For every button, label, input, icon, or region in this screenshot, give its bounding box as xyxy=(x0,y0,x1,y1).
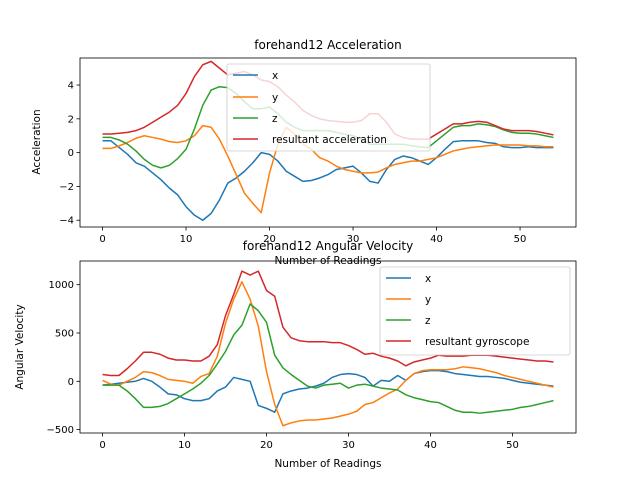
angular-velocity-legend: x y z resultant gyroscope xyxy=(379,266,571,356)
acceleration-legend-resultant-label: resultant acceleration xyxy=(272,134,387,146)
angular-velocity-x-axis-label: Number of Readings xyxy=(274,458,381,470)
acceleration-axis-ticks: 0 10 20 30 40 50 −4 −2 0 2 4 xyxy=(59,81,526,245)
angular-velocity-y-tick-label: 0 xyxy=(68,377,74,388)
angular-velocity-plot-frame xyxy=(79,260,577,434)
angular-velocity-x-tick-label: 30 xyxy=(342,440,355,451)
angular-velocity-x-tick-label: 50 xyxy=(506,440,519,451)
acceleration-x-tick-label: 0 xyxy=(99,234,105,245)
angular-velocity-x-tick-label: 0 xyxy=(99,440,105,451)
acceleration-y-tick-label: −4 xyxy=(59,216,74,227)
acceleration-plot-frame xyxy=(79,57,577,228)
acceleration-series-y-line xyxy=(102,124,554,214)
angular-velocity-y-tick-label: −500 xyxy=(47,425,74,436)
angular-velocity-axis-ticks: 0 10 20 30 40 50 −500 0 500 1000 xyxy=(47,280,519,451)
angular-velocity-legend-x-label: x xyxy=(425,273,431,285)
acceleration-x-tick-label: 30 xyxy=(347,234,360,245)
acceleration-x-tick-label: 10 xyxy=(180,234,193,245)
angular-velocity-legend-y-label: y xyxy=(425,294,431,306)
angular-velocity-legend-resultant-label: resultant gyroscope xyxy=(425,336,529,348)
acceleration-legend-z-label: z xyxy=(272,113,278,125)
angular-velocity-y-axis-label: Angular Velocity xyxy=(14,304,26,389)
angular-velocity-series-x-line xyxy=(102,369,554,413)
acceleration-x-tick-label: 40 xyxy=(430,234,443,245)
acceleration-y-tick-label: 4 xyxy=(68,81,74,92)
acceleration-x-tick-label: 50 xyxy=(514,234,527,245)
angular-velocity-legend-z-label: z xyxy=(425,315,431,327)
acceleration-y-tick-label: 0 xyxy=(68,148,74,159)
acceleration-series-x-line xyxy=(102,140,554,221)
angular-velocity-series-y-line xyxy=(102,281,554,427)
angular-velocity-legend-box xyxy=(379,266,571,356)
angular-velocity-x-tick-label: 20 xyxy=(260,440,273,451)
acceleration-legend-box xyxy=(226,63,431,152)
acceleration-y-tick-label: 2 xyxy=(68,114,74,125)
angular-velocity-y-tick-label: 500 xyxy=(55,328,74,339)
acceleration-chart-title: forehand12 Acceleration xyxy=(254,38,401,52)
acceleration-legend-y-label: y xyxy=(272,92,278,104)
angular-velocity-x-tick-label: 40 xyxy=(424,440,437,451)
acceleration-x-tick-label: 20 xyxy=(263,234,276,245)
acceleration-chart: forehand12 Acceleration 0 10 20 30 40 50−4−20… xyxy=(31,38,577,267)
acceleration-legend-x-label: x xyxy=(272,70,278,82)
angular-velocity-y-tick-label: 1000 xyxy=(49,280,74,291)
acceleration-y-tick-label: −2 xyxy=(59,182,74,193)
angular-velocity-chart-title: forehand12 Angular Velocity xyxy=(243,239,413,253)
angular-velocity-chart: forehand12 Angular Velocity 0 10 20 30 40 50 −… xyxy=(14,239,577,470)
acceleration-legend: x y z resultant acceleration xyxy=(226,63,431,152)
angular-velocity-x-tick-label: 10 xyxy=(178,440,191,451)
angular-velocity-series-z-line xyxy=(102,303,554,414)
acceleration-y-axis-label: Acceleration xyxy=(31,109,43,174)
